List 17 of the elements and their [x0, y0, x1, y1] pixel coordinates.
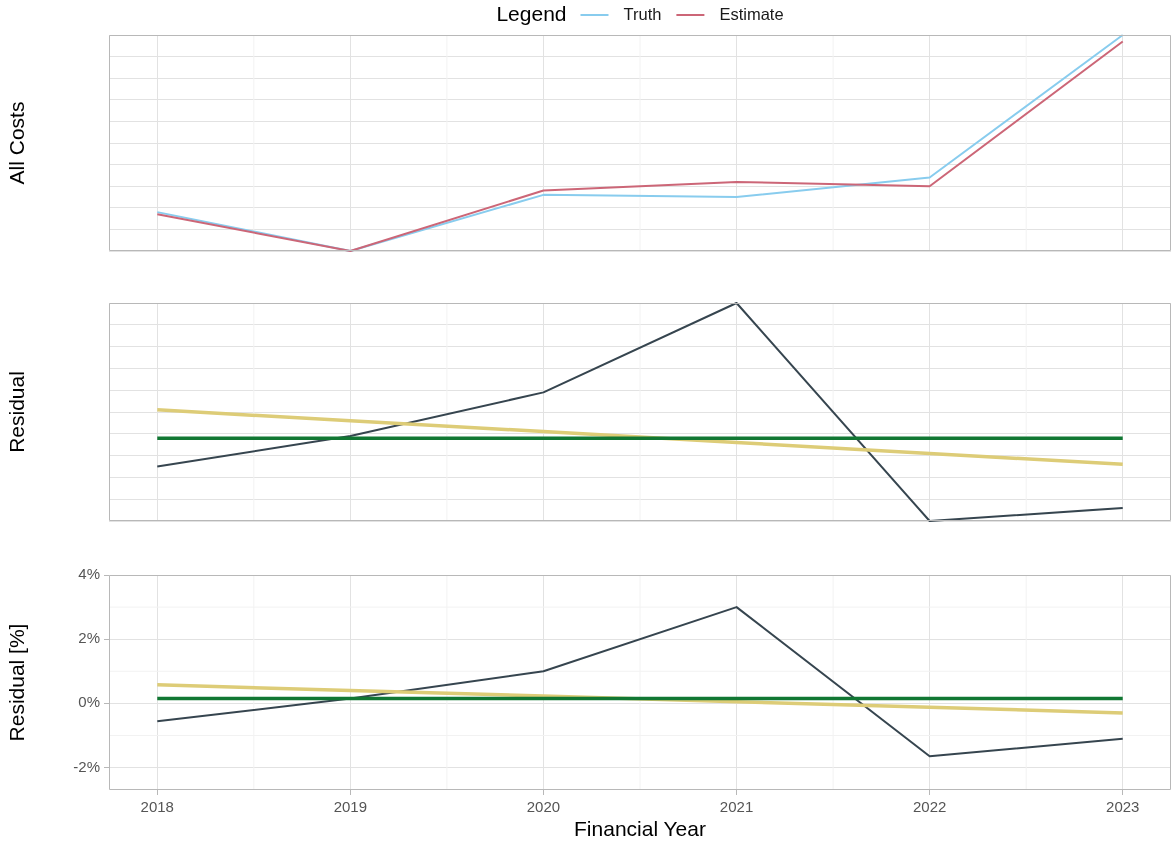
y-tick-label: 4% — [78, 565, 100, 583]
y-tick-label: -2% — [73, 757, 100, 775]
x-axis-title: Financial Year — [574, 817, 706, 841]
x-tick-label: 2022 — [912, 798, 947, 816]
y-tick-label: 2% — [78, 629, 100, 647]
x-tick-label: 2023 — [1106, 798, 1140, 816]
x-tick-label: 2019 — [333, 798, 368, 816]
y-axis-title: Residual [%] — [5, 623, 29, 742]
legend-label: Estimate — [719, 4, 784, 23]
y-axis-title: Residual — [5, 371, 29, 453]
y-tick-label: 0% — [78, 693, 100, 711]
legend-label: Truth — [623, 4, 662, 23]
x-tick-label: 2021 — [719, 798, 754, 816]
x-tick-label: 2018 — [140, 798, 174, 816]
y-axis-title: All Costs — [5, 101, 29, 185]
legend-title: Legend — [496, 1, 567, 25]
x-tick-label: 2020 — [526, 798, 561, 816]
